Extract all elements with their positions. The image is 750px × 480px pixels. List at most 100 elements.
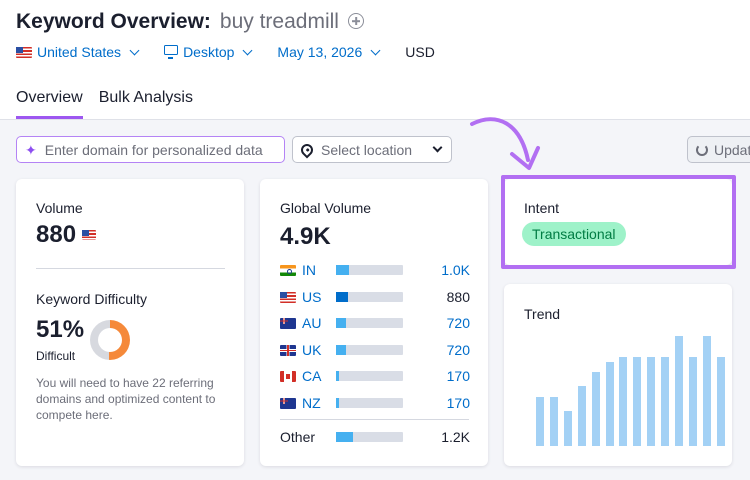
trend-bar — [563, 411, 572, 446]
country-volume: 720 — [446, 342, 470, 358]
trend-card: Trend — [504, 284, 732, 466]
filter-row: United States Desktop May 13, 2026 USD — [16, 44, 435, 60]
difficulty-donut-chart — [90, 320, 130, 360]
trend-chart — [504, 284, 732, 466]
country-row-uk[interactable]: UK 720 — [280, 341, 470, 359]
other-volume: 1.2K — [441, 429, 470, 445]
domain-field[interactable]: ✦ — [16, 136, 285, 163]
top-bar: Keyword Overview: buy treadmill United S… — [0, 0, 750, 120]
india-flag-icon — [280, 264, 296, 276]
intent-badge: Transactional — [522, 222, 626, 246]
other-label: Other — [280, 429, 316, 445]
chevron-down-icon — [242, 45, 253, 55]
country-code: IN — [302, 262, 316, 278]
intent-label: Intent — [524, 200, 560, 216]
keyword-title: buy treadmill — [219, 10, 339, 33]
update-button[interactable]: Update — [687, 136, 750, 163]
country-share-bar — [336, 318, 403, 328]
country-row-au[interactable]: AU 720 — [280, 314, 470, 332]
intent-card: Intent Transactional — [504, 179, 732, 265]
trend-bar — [633, 357, 642, 446]
trend-bar — [661, 357, 670, 446]
chevron-down-icon — [432, 142, 443, 153]
country-filter-label: United States — [37, 44, 122, 60]
trend-bar — [619, 357, 628, 446]
plus-circle-icon[interactable] — [347, 13, 364, 29]
trend-bar — [716, 357, 725, 446]
tab-bar: Overview Bulk Analysis — [16, 89, 193, 119]
sparkle-icon: ✦ — [25, 141, 37, 158]
date-filter-label: May 13, 2026 — [277, 44, 363, 60]
chevron-down-icon — [370, 45, 381, 55]
country-code: AU — [302, 315, 322, 331]
trend-bar — [591, 372, 600, 446]
country-row-other: Other 1.2K — [280, 428, 470, 446]
device-filter[interactable]: Desktop — [164, 44, 253, 60]
keyword-difficulty-value: 51% — [36, 316, 85, 343]
country-volume: 1.0K — [441, 262, 470, 278]
uk-flag-icon — [280, 344, 296, 356]
update-button-label: Update — [714, 141, 750, 158]
tab-overview[interactable]: Overview — [16, 89, 83, 119]
trend-bar — [577, 386, 586, 446]
domain-input[interactable] — [44, 141, 280, 158]
chevron-down-icon — [129, 45, 140, 55]
volume-value-row: 880 — [36, 221, 97, 249]
trend-label: Trend — [524, 306, 561, 322]
country-share-bar — [336, 345, 403, 355]
date-filter[interactable]: May 13, 2026 — [277, 44, 381, 60]
country-volume: 170 — [446, 368, 470, 384]
australia-flag-icon — [280, 317, 296, 329]
keyword-difficulty-level: Difficult — [36, 349, 76, 363]
country-share-bar — [336, 371, 403, 381]
trend-bar — [675, 336, 683, 446]
country-share-bar — [336, 292, 403, 302]
new-zealand-flag-icon — [280, 397, 296, 409]
desktop-icon — [164, 45, 179, 59]
device-filter-label: Desktop — [183, 44, 235, 60]
trend-bar — [536, 397, 544, 446]
divider — [280, 419, 469, 420]
global-volume-value: 4.9K — [280, 223, 331, 250]
country-volume: 170 — [446, 395, 470, 411]
annotation-arrow-icon — [470, 117, 540, 170]
volume-label: Volume — [36, 200, 83, 216]
keyword-difficulty-label: Keyword Difficulty — [36, 291, 148, 307]
country-row-us[interactable]: US 880 — [280, 288, 470, 306]
page-title: Keyword Overview: — [16, 10, 211, 33]
global-volume-label: Global Volume — [280, 200, 372, 216]
keyword-difficulty-note: You will need to have 22 referring domai… — [36, 376, 216, 422]
trend-bar — [702, 336, 711, 446]
country-share-bar — [336, 398, 403, 408]
volume-value: 880 — [36, 221, 77, 248]
country-code: US — [302, 289, 322, 305]
refresh-icon — [696, 143, 708, 156]
us-flag-icon — [280, 291, 296, 303]
us-flag-icon — [82, 230, 97, 240]
country-code: UK — [302, 342, 322, 358]
trend-bar — [688, 357, 697, 446]
canada-flag-icon — [280, 370, 296, 382]
location-select-label: Select location — [321, 141, 413, 158]
location-select[interactable]: Select location — [292, 136, 452, 163]
global-volume-card: Global Volume 4.9K IN 1.0K US 880 AU 720… — [260, 179, 488, 466]
trend-bar — [605, 362, 614, 446]
divider — [36, 268, 225, 269]
us-flag-icon — [16, 46, 32, 58]
currency-label: USD — [405, 44, 435, 60]
country-code: CA — [302, 368, 322, 384]
country-code: NZ — [302, 395, 321, 411]
controls-row: ✦ Select location — [16, 136, 452, 163]
country-row-ca[interactable]: CA 170 — [280, 367, 470, 385]
location-pin-icon — [298, 141, 316, 158]
page-title-row: Keyword Overview: buy treadmill — [16, 10, 364, 34]
tab-bulk-analysis[interactable]: Bulk Analysis — [98, 89, 193, 106]
country-row-nz[interactable]: NZ 170 — [280, 394, 470, 412]
volume-card: Volume 880 Keyword Difficulty 51% Diffic… — [16, 179, 244, 466]
country-row-in[interactable]: IN 1.0K — [280, 261, 470, 279]
country-volume: 720 — [446, 315, 470, 331]
country-filter[interactable]: United States — [16, 44, 140, 60]
trend-bar — [647, 357, 656, 446]
other-share-bar — [336, 432, 403, 442]
trend-bar — [549, 397, 558, 446]
